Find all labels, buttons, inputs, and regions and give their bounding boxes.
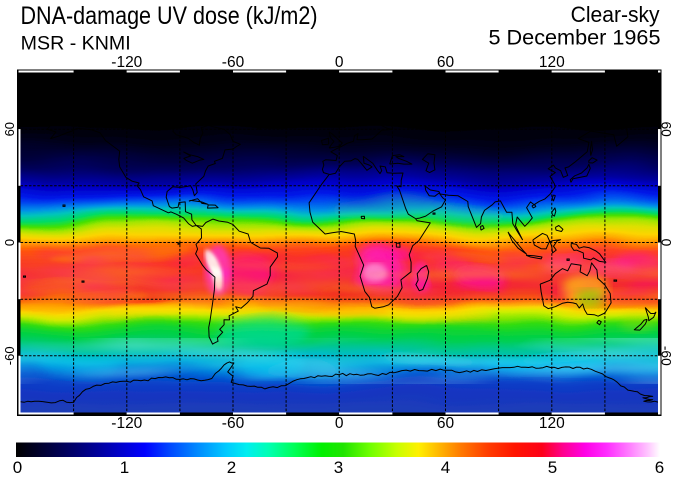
svg-text:-60: -60 bbox=[222, 415, 245, 432]
svg-text:120: 120 bbox=[539, 54, 565, 71]
svg-text:-60: -60 bbox=[658, 346, 673, 366]
svg-text:-60: -60 bbox=[222, 54, 245, 71]
svg-text:120: 120 bbox=[539, 415, 565, 432]
svg-text:4: 4 bbox=[441, 458, 450, 477]
svg-text:0: 0 bbox=[335, 415, 344, 432]
svg-text:3: 3 bbox=[334, 458, 343, 477]
svg-text:MSR - KNMI: MSR - KNMI bbox=[21, 33, 131, 55]
svg-text:DNA-damage UV dose (kJ/m2): DNA-damage UV dose (kJ/m2) bbox=[21, 2, 318, 30]
svg-text:60: 60 bbox=[437, 54, 455, 71]
svg-text:5 December 1965: 5 December 1965 bbox=[489, 27, 661, 50]
svg-text:-120: -120 bbox=[111, 54, 142, 71]
svg-text:2: 2 bbox=[227, 458, 236, 477]
svg-text:Clear-sky: Clear-sky bbox=[571, 2, 660, 27]
svg-text:60: 60 bbox=[437, 415, 455, 432]
svg-text:0: 0 bbox=[13, 458, 22, 477]
svg-text:-60: -60 bbox=[2, 346, 17, 365]
svg-text:5: 5 bbox=[548, 458, 557, 477]
svg-text:60: 60 bbox=[2, 122, 17, 136]
svg-text:6: 6 bbox=[655, 458, 664, 477]
svg-text:0: 0 bbox=[658, 239, 673, 247]
svg-text:60: 60 bbox=[658, 122, 673, 138]
svg-text:1: 1 bbox=[120, 458, 129, 477]
svg-text:0: 0 bbox=[2, 239, 17, 246]
svg-text:0: 0 bbox=[335, 54, 344, 71]
svg-text:-120: -120 bbox=[111, 415, 142, 432]
